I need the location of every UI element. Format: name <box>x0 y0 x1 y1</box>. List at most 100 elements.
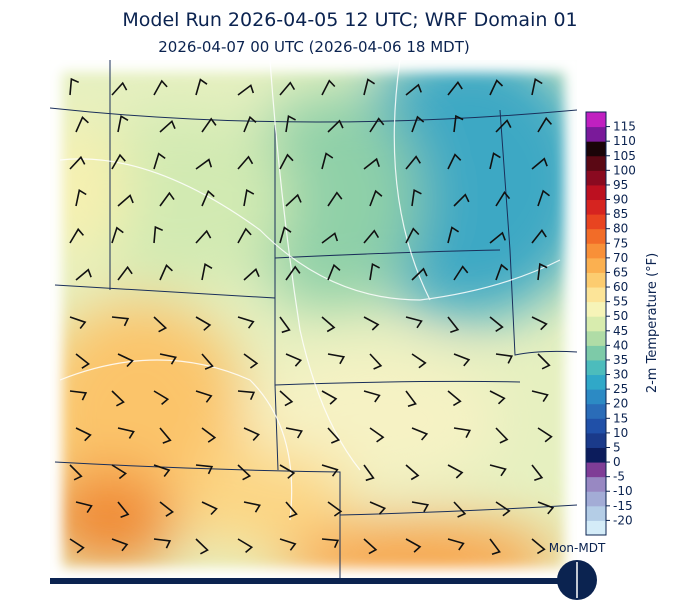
wind-barb <box>447 464 464 479</box>
colorbar-band <box>586 491 606 507</box>
wind-barb <box>405 227 420 244</box>
wind-barb <box>111 538 129 552</box>
wind-barb <box>531 229 547 244</box>
colorbar-tick-label: 10 <box>613 426 628 440</box>
wind-barb <box>237 316 255 329</box>
colorbar-tick-label: 40 <box>613 338 628 352</box>
wind-barb <box>243 267 260 281</box>
colorbar-band <box>586 418 606 434</box>
wind-barb <box>201 353 214 370</box>
wind-barb <box>531 157 548 170</box>
wind-barb <box>489 152 501 170</box>
title: Model Run 2026-04-05 12 UTC; WRF Domain … <box>122 9 577 31</box>
colorbar-band <box>586 316 606 332</box>
colorbar-tick-label: 50 <box>613 309 628 323</box>
wind-barb <box>159 191 175 207</box>
wind-barb <box>369 117 385 133</box>
wind-barb <box>489 538 501 556</box>
wind-barb <box>195 78 208 96</box>
wind-barb <box>285 427 303 439</box>
wind-barb <box>159 353 177 365</box>
colorbar-tick-label: 15 <box>613 411 628 425</box>
colorbar-band <box>586 141 606 157</box>
colorbar-tick-label: 65 <box>613 265 628 279</box>
wind-barb <box>69 390 88 401</box>
wind-barb <box>537 189 550 207</box>
wind-barb <box>495 501 511 517</box>
wind-barb <box>117 353 134 368</box>
wind-barb <box>243 115 257 133</box>
colorbar-band <box>586 374 606 390</box>
wind-barb <box>117 427 135 439</box>
colorbar-tick-label: 0 <box>613 455 621 469</box>
wind-barb <box>369 353 383 370</box>
colorbar-tick-label: 75 <box>613 236 628 250</box>
wind-barb <box>75 116 89 133</box>
wind-barb <box>321 152 334 170</box>
wind-barb <box>153 152 166 170</box>
wind-barb <box>327 119 344 133</box>
wind-barb <box>411 115 425 133</box>
colorbar-band <box>586 199 606 215</box>
wind-barb <box>321 464 339 477</box>
wind-barb <box>363 538 378 555</box>
colorbar-tick-label: 5 <box>613 440 621 454</box>
wind-barb <box>237 84 255 96</box>
colorbar-band <box>586 155 606 171</box>
wind-barb <box>327 263 341 281</box>
colorbar-tick-label: -5 <box>613 470 625 484</box>
colorbar-band <box>586 389 606 405</box>
colorbar-band <box>586 243 606 259</box>
colorbar-tick-label: 45 <box>613 324 628 338</box>
wind-barb <box>159 119 176 133</box>
colorbar-band <box>586 257 606 273</box>
colorbar-tick-label: 35 <box>613 353 628 367</box>
wind-barb <box>201 263 213 281</box>
wind-barb <box>111 390 125 407</box>
colorbar-tick-label: -20 <box>613 513 633 527</box>
colorbar-tick-label: 20 <box>613 397 628 411</box>
colorbar-band <box>586 287 606 303</box>
wind-barb <box>201 189 215 207</box>
wind-barb <box>363 390 381 403</box>
colorbar-band <box>586 330 606 346</box>
wind-barb <box>195 464 214 475</box>
wind-barb <box>69 155 86 170</box>
colorbar-band <box>586 126 606 142</box>
wind-barb <box>531 464 544 481</box>
wind-barb <box>447 81 463 96</box>
wind-barb <box>321 232 339 244</box>
wind-barb <box>369 501 387 515</box>
colorbar-band <box>586 520 606 536</box>
wind-barb <box>405 316 423 329</box>
colorbar-band <box>586 301 606 317</box>
wind-barb <box>453 501 467 518</box>
wind-barb <box>321 316 336 333</box>
colorbar-band <box>586 505 606 521</box>
colorbar-tick-label: -10 <box>613 484 633 498</box>
wind-barb <box>411 188 422 207</box>
wind-barb <box>447 538 465 551</box>
colorbar-tick-label: 95 <box>613 178 628 192</box>
wind-barb <box>285 193 302 207</box>
colorbar-band <box>586 462 606 478</box>
wind-barb <box>327 191 343 207</box>
wind-barb <box>321 538 340 549</box>
wind-barb <box>285 353 303 367</box>
colorbar-band <box>586 112 606 128</box>
wind-barb <box>531 316 548 331</box>
wind-barb <box>405 390 417 408</box>
colorbar-tick-label: 90 <box>613 193 628 207</box>
wind-barb <box>237 227 252 244</box>
wind-barb <box>495 353 514 364</box>
wind-barb <box>111 464 127 480</box>
wind-barb <box>279 153 294 170</box>
map <box>50 60 577 580</box>
wind-barb <box>237 155 254 170</box>
wind-barb <box>369 427 385 443</box>
colorbar-band <box>586 359 606 376</box>
wind-barb <box>495 119 512 133</box>
wind-barb <box>243 427 260 441</box>
wind-barb <box>453 193 470 207</box>
